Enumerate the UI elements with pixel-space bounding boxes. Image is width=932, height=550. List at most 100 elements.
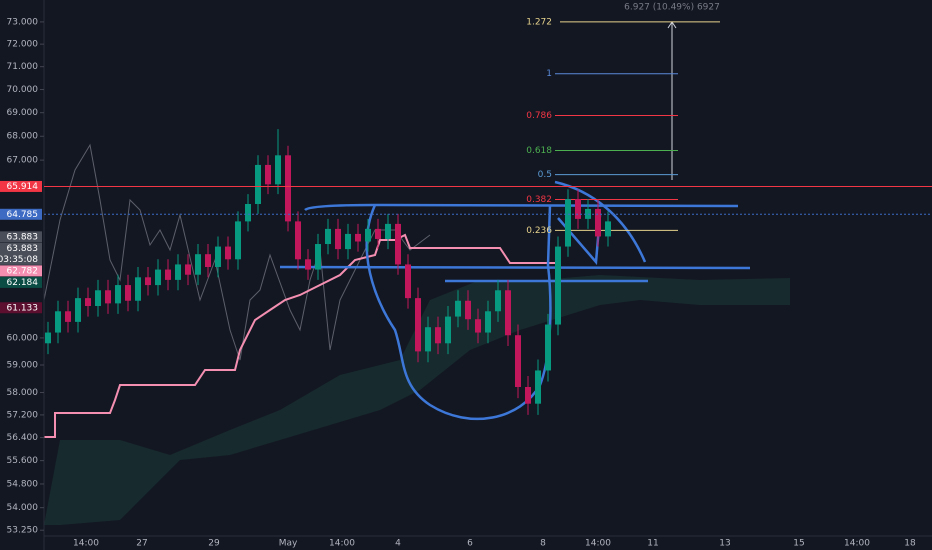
- candle-body: [455, 300, 461, 317]
- x-tick-label: 14:00: [329, 539, 355, 549]
- candle-body: [565, 199, 571, 247]
- x-tick-label: 27: [136, 539, 147, 549]
- x-tick-label: 15: [793, 539, 804, 549]
- candle-body: [145, 277, 151, 286]
- candle-body: [85, 298, 91, 307]
- candle-body: [305, 259, 311, 270]
- candle-body: [485, 311, 491, 333]
- candle-body: [255, 164, 261, 204]
- price-tag: [0, 180, 42, 192]
- candle-body: [395, 223, 401, 265]
- y-tick-label: 59.000: [7, 360, 39, 370]
- candle-body: [385, 223, 391, 239]
- price-tag: [0, 265, 42, 277]
- candle-body: [285, 155, 291, 222]
- candle-body: [175, 264, 181, 280]
- price-tag-label: 65.914: [7, 182, 39, 192]
- candle-body: [545, 324, 551, 371]
- x-tick-label: 14:00: [73, 539, 99, 549]
- x-tick-label: 4: [395, 539, 401, 549]
- price-tag: [0, 276, 42, 288]
- candle-body: [505, 290, 511, 336]
- candle-body: [45, 332, 51, 344]
- y-tick-label: 57.200: [7, 410, 39, 420]
- candle-body: [245, 203, 251, 222]
- y-tick-label: 54.000: [7, 503, 39, 513]
- candle-body: [65, 311, 71, 322]
- candle-body: [225, 246, 231, 260]
- candle-body: [515, 335, 521, 387]
- x-tick-label: 29: [208, 539, 220, 549]
- y-tick-label: 72.000: [7, 40, 39, 50]
- candle-body: [375, 228, 381, 239]
- candle-body: [575, 199, 581, 219]
- candle-body: [365, 228, 371, 242]
- baseline-line: [44, 233, 560, 438]
- price-tag: [0, 242, 42, 265]
- price-tag-label: 63.883: [7, 244, 39, 254]
- x-tick-label: 8: [540, 539, 546, 549]
- x-tick-label: 14:00: [585, 539, 611, 549]
- x-tick-label: May: [279, 539, 298, 549]
- candle-body: [115, 285, 121, 304]
- candle-body: [465, 300, 471, 320]
- candle-body: [425, 327, 431, 352]
- candle-body: [265, 164, 271, 185]
- candle-body: [595, 208, 601, 237]
- y-tick-label: 69.000: [7, 108, 39, 118]
- price-tag-label: 61.133: [7, 303, 39, 313]
- candle-body: [235, 221, 241, 260]
- candle-body: [95, 290, 101, 307]
- fib-label: 0.618: [526, 146, 552, 156]
- candle-body: [295, 221, 301, 260]
- candle-body: [405, 264, 411, 299]
- candle-body: [435, 327, 441, 344]
- candle-body: [125, 285, 131, 301]
- candle-body: [55, 311, 61, 333]
- countdown-label: 03:35:08: [0, 255, 38, 265]
- x-tick-label: 14:00: [844, 539, 870, 549]
- y-tick-label: 73.000: [7, 17, 39, 27]
- y-tick-label: 70.000: [7, 85, 39, 95]
- fib-label: 0.5: [538, 170, 552, 180]
- y-tick-label: 60.000: [7, 333, 39, 343]
- x-tick-label: 13: [719, 539, 730, 549]
- y-tick-label: 58.000: [7, 388, 39, 398]
- candle-body: [335, 228, 341, 250]
- candle-body: [475, 319, 481, 333]
- candle-body: [205, 254, 211, 267]
- price-tag-label: 62.184: [7, 278, 39, 288]
- y-tick-label: 53.250: [7, 526, 39, 536]
- candle-body: [135, 277, 141, 301]
- x-tick-label: 6: [467, 539, 473, 549]
- candle-body: [215, 246, 221, 267]
- price-tag-label: 63.883: [7, 232, 39, 242]
- candle-body: [165, 269, 171, 280]
- candle-body: [195, 254, 201, 275]
- x-tick-label: 18: [904, 539, 916, 549]
- fib-label: 0.786: [526, 111, 552, 121]
- y-tick-label: 68.000: [7, 132, 39, 142]
- y-tick-label: 54.800: [7, 479, 39, 489]
- candle-body: [185, 264, 191, 275]
- candle-body: [75, 298, 81, 322]
- fib-label: 1.272: [526, 17, 552, 27]
- price-tag: [0, 208, 42, 220]
- y-tick-label: 55.600: [7, 456, 39, 466]
- measure-label: 6.927 (10.49%) 6927: [624, 3, 720, 13]
- candle-body: [445, 316, 451, 344]
- candle-body: [555, 246, 561, 325]
- price-tag: [0, 231, 42, 243]
- candle-body: [345, 233, 351, 250]
- candle-body: [315, 244, 321, 270]
- candle-body: [525, 386, 531, 404]
- fib-label: 0.382: [526, 195, 552, 205]
- candle-body: [535, 370, 541, 404]
- x-tick-label: 11: [647, 539, 658, 549]
- lagging-line: [43, 143, 431, 361]
- cloud: [44, 275, 790, 525]
- y-tick-label: 56.400: [7, 433, 39, 443]
- candle-body: [355, 233, 361, 242]
- y-tick-label: 67.000: [7, 156, 39, 166]
